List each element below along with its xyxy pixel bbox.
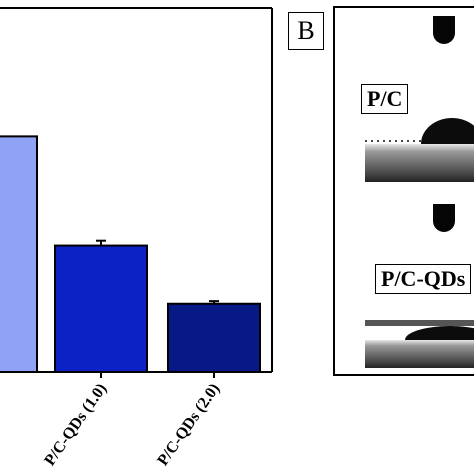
bar-0 [0, 135, 38, 373]
tick-labels-layer: P/C-QDs (1.0) P/C-QDs (2.0) [41, 381, 223, 469]
bar-1 [54, 244, 148, 373]
water-droplet-icon [405, 326, 474, 340]
bars-layer [0, 135, 261, 373]
substrate-surface [365, 340, 474, 368]
sample-label-pc: P/C [361, 84, 409, 114]
water-droplet-icon [421, 118, 474, 144]
substrate-top-edge [365, 320, 474, 326]
axis-layer [0, 7, 273, 378]
needle-icon [433, 204, 455, 232]
x-tick-label-1: P/C-QDs (1.0) [41, 381, 110, 469]
needle-icon [433, 16, 455, 44]
x-tick-label-2: P/C-QDs (2.0) [154, 381, 223, 469]
sample-label-pc-qds: P/C-QDs [375, 264, 472, 294]
surface-particles [365, 140, 435, 142]
substrate-surface [365, 144, 474, 182]
contact-angle-photo-panel: P/C P/C-QDs [333, 6, 474, 376]
panel-b-label: B [288, 12, 324, 50]
error-bars-layer [96, 239, 219, 304]
bar-2 [167, 302, 261, 373]
